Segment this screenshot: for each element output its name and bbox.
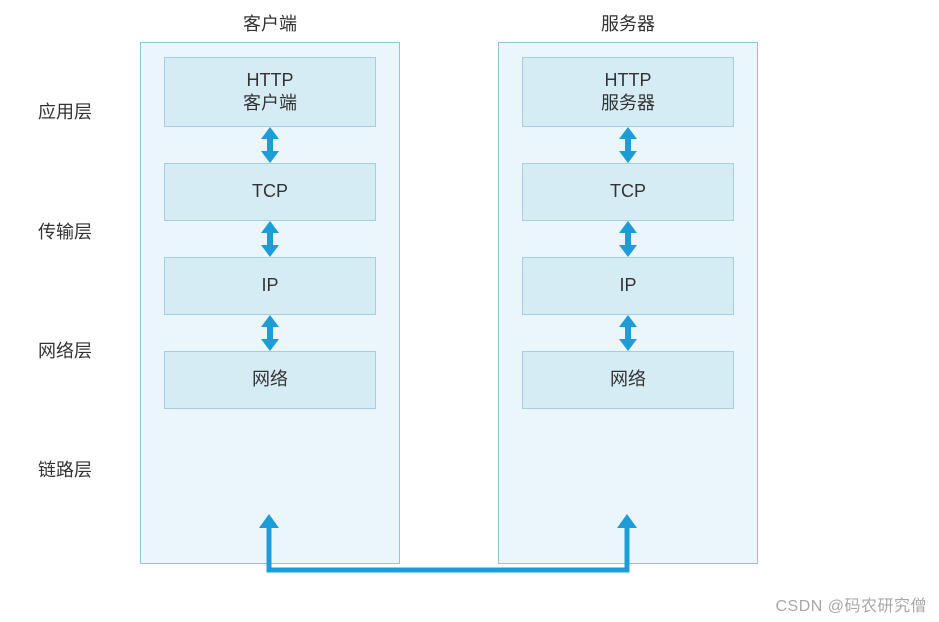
client-box-tcp: TCP xyxy=(164,163,376,221)
double-arrow-icon xyxy=(617,221,639,257)
client-box-ip-line1: IP xyxy=(261,274,278,297)
layer-label-link: 链路层 xyxy=(38,456,128,482)
client-stack: HTTP 客户端 TCP IP 网络 xyxy=(140,42,400,564)
double-arrow-icon xyxy=(259,221,281,257)
server-header: 服务器 xyxy=(498,10,758,36)
server-box-net: 网络 xyxy=(522,351,734,409)
client-box-net: 网络 xyxy=(164,351,376,409)
double-arrow-icon xyxy=(259,127,281,163)
client-box-http: HTTP 客户端 xyxy=(164,57,376,127)
client-box-http-line2: 客户端 xyxy=(243,92,297,115)
client-box-tcp-line1: TCP xyxy=(252,180,288,203)
double-arrow-icon xyxy=(617,315,639,351)
client-box-net-line1: 网络 xyxy=(252,368,288,391)
server-arrow-3 xyxy=(521,315,735,351)
server-stack: HTTP 服务器 TCP IP 网络 xyxy=(498,42,758,564)
network-connector xyxy=(242,518,632,598)
server-box-http: HTTP 服务器 xyxy=(522,57,734,127)
server-box-ip-line1: IP xyxy=(619,274,636,297)
server-box-ip: IP xyxy=(522,257,734,315)
server-box-http-line2: 服务器 xyxy=(601,92,655,115)
layer-label-network: 网络层 xyxy=(38,337,128,363)
layer-label-transport: 传输层 xyxy=(38,218,128,244)
double-arrow-icon xyxy=(617,127,639,163)
layer-label-application: 应用层 xyxy=(38,98,128,124)
server-arrow-2 xyxy=(521,221,735,257)
client-box-ip: IP xyxy=(164,257,376,315)
server-box-net-line1: 网络 xyxy=(610,368,646,391)
server-arrow-1 xyxy=(521,127,735,163)
server-box-tcp-line1: TCP xyxy=(610,180,646,203)
client-arrow-1 xyxy=(163,127,377,163)
client-arrow-2 xyxy=(163,221,377,257)
server-box-tcp: TCP xyxy=(522,163,734,221)
double-arrow-icon xyxy=(259,315,281,351)
client-box-http-line1: HTTP xyxy=(247,69,294,92)
server-box-http-line1: HTTP xyxy=(605,69,652,92)
watermark-text: CSDN @码农研究僧 xyxy=(775,592,927,616)
client-header: 客户端 xyxy=(140,10,400,36)
client-arrow-3 xyxy=(163,315,377,351)
